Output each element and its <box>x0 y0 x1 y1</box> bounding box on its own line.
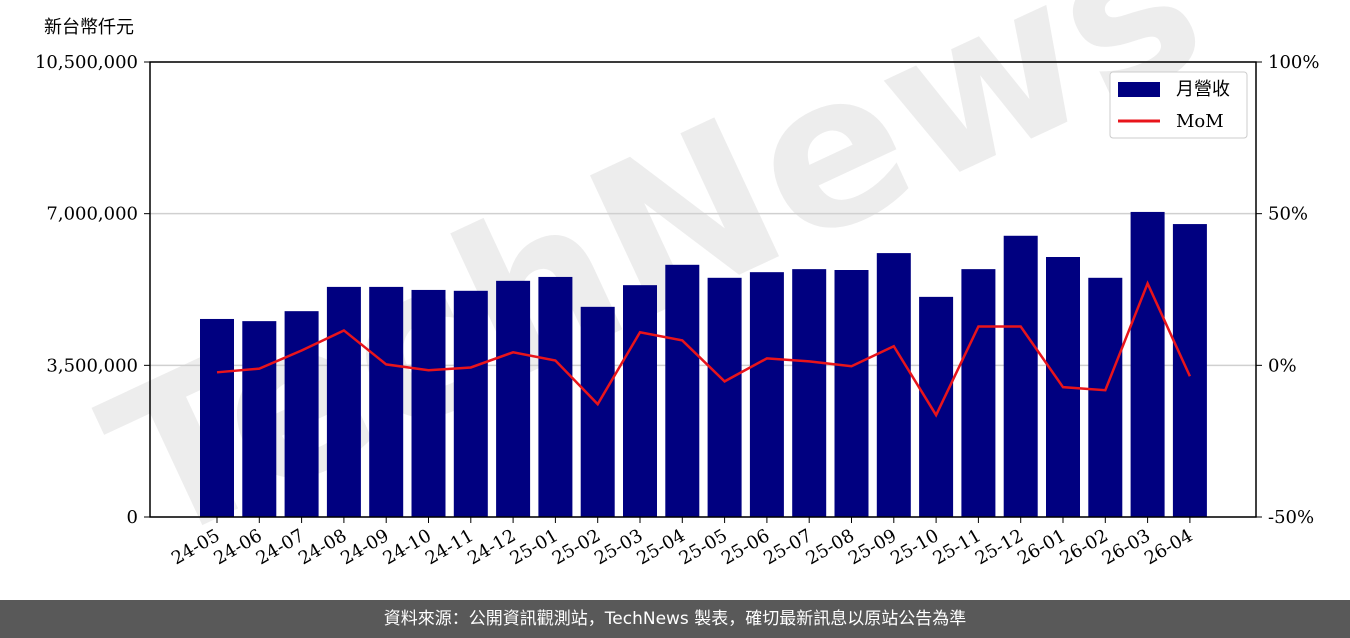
y2-tick-label: -50% <box>1268 507 1314 528</box>
y2-tick-label: 0% <box>1268 355 1297 376</box>
bar <box>792 269 827 517</box>
bar <box>623 285 657 517</box>
y2-tick-label: 100% <box>1268 52 1319 73</box>
plot-frame <box>149 61 1257 518</box>
bar <box>580 306 615 517</box>
chart: TechNews 新台幣仟元 03,500,0007,000,00010,500… <box>35 0 1320 592</box>
line <box>216 280 1192 418</box>
bar <box>707 277 742 517</box>
y-tick-label: 0 <box>127 507 138 528</box>
y2-tick-label: 50% <box>1268 204 1308 225</box>
bar <box>1172 224 1207 518</box>
bar <box>284 311 319 517</box>
y-tick-label: 3,500,000 <box>46 355 138 376</box>
bar <box>665 264 700 517</box>
bar <box>1088 277 1123 517</box>
bar <box>876 253 911 517</box>
legend-label: MoM <box>1176 111 1224 132</box>
bar <box>411 289 446 517</box>
y-tick-label: 7,000,000 <box>46 204 138 225</box>
bar <box>369 286 404 517</box>
bar <box>919 296 954 517</box>
bar <box>834 270 869 517</box>
legend-swatch <box>1118 82 1160 97</box>
bar <box>326 286 361 517</box>
bar <box>496 280 531 517</box>
x-tick-label: 26-04 <box>1141 525 1196 569</box>
bar <box>538 276 573 517</box>
bar <box>1003 235 1038 517</box>
bar <box>453 290 488 517</box>
bar <box>242 321 277 517</box>
bar <box>1130 211 1165 517</box>
y-axis-label: 新台幣仟元 <box>44 17 134 38</box>
legend-label: 月營收 <box>1176 79 1230 100</box>
bar <box>749 272 784 517</box>
bar <box>200 318 234 517</box>
footer: 資料來源：公開資訊觀測站，TechNews 製表，確切最新訊息以原站公告為準 <box>0 600 1350 638</box>
y-tick-label: 10,500,000 <box>35 52 138 73</box>
bar <box>961 269 996 517</box>
